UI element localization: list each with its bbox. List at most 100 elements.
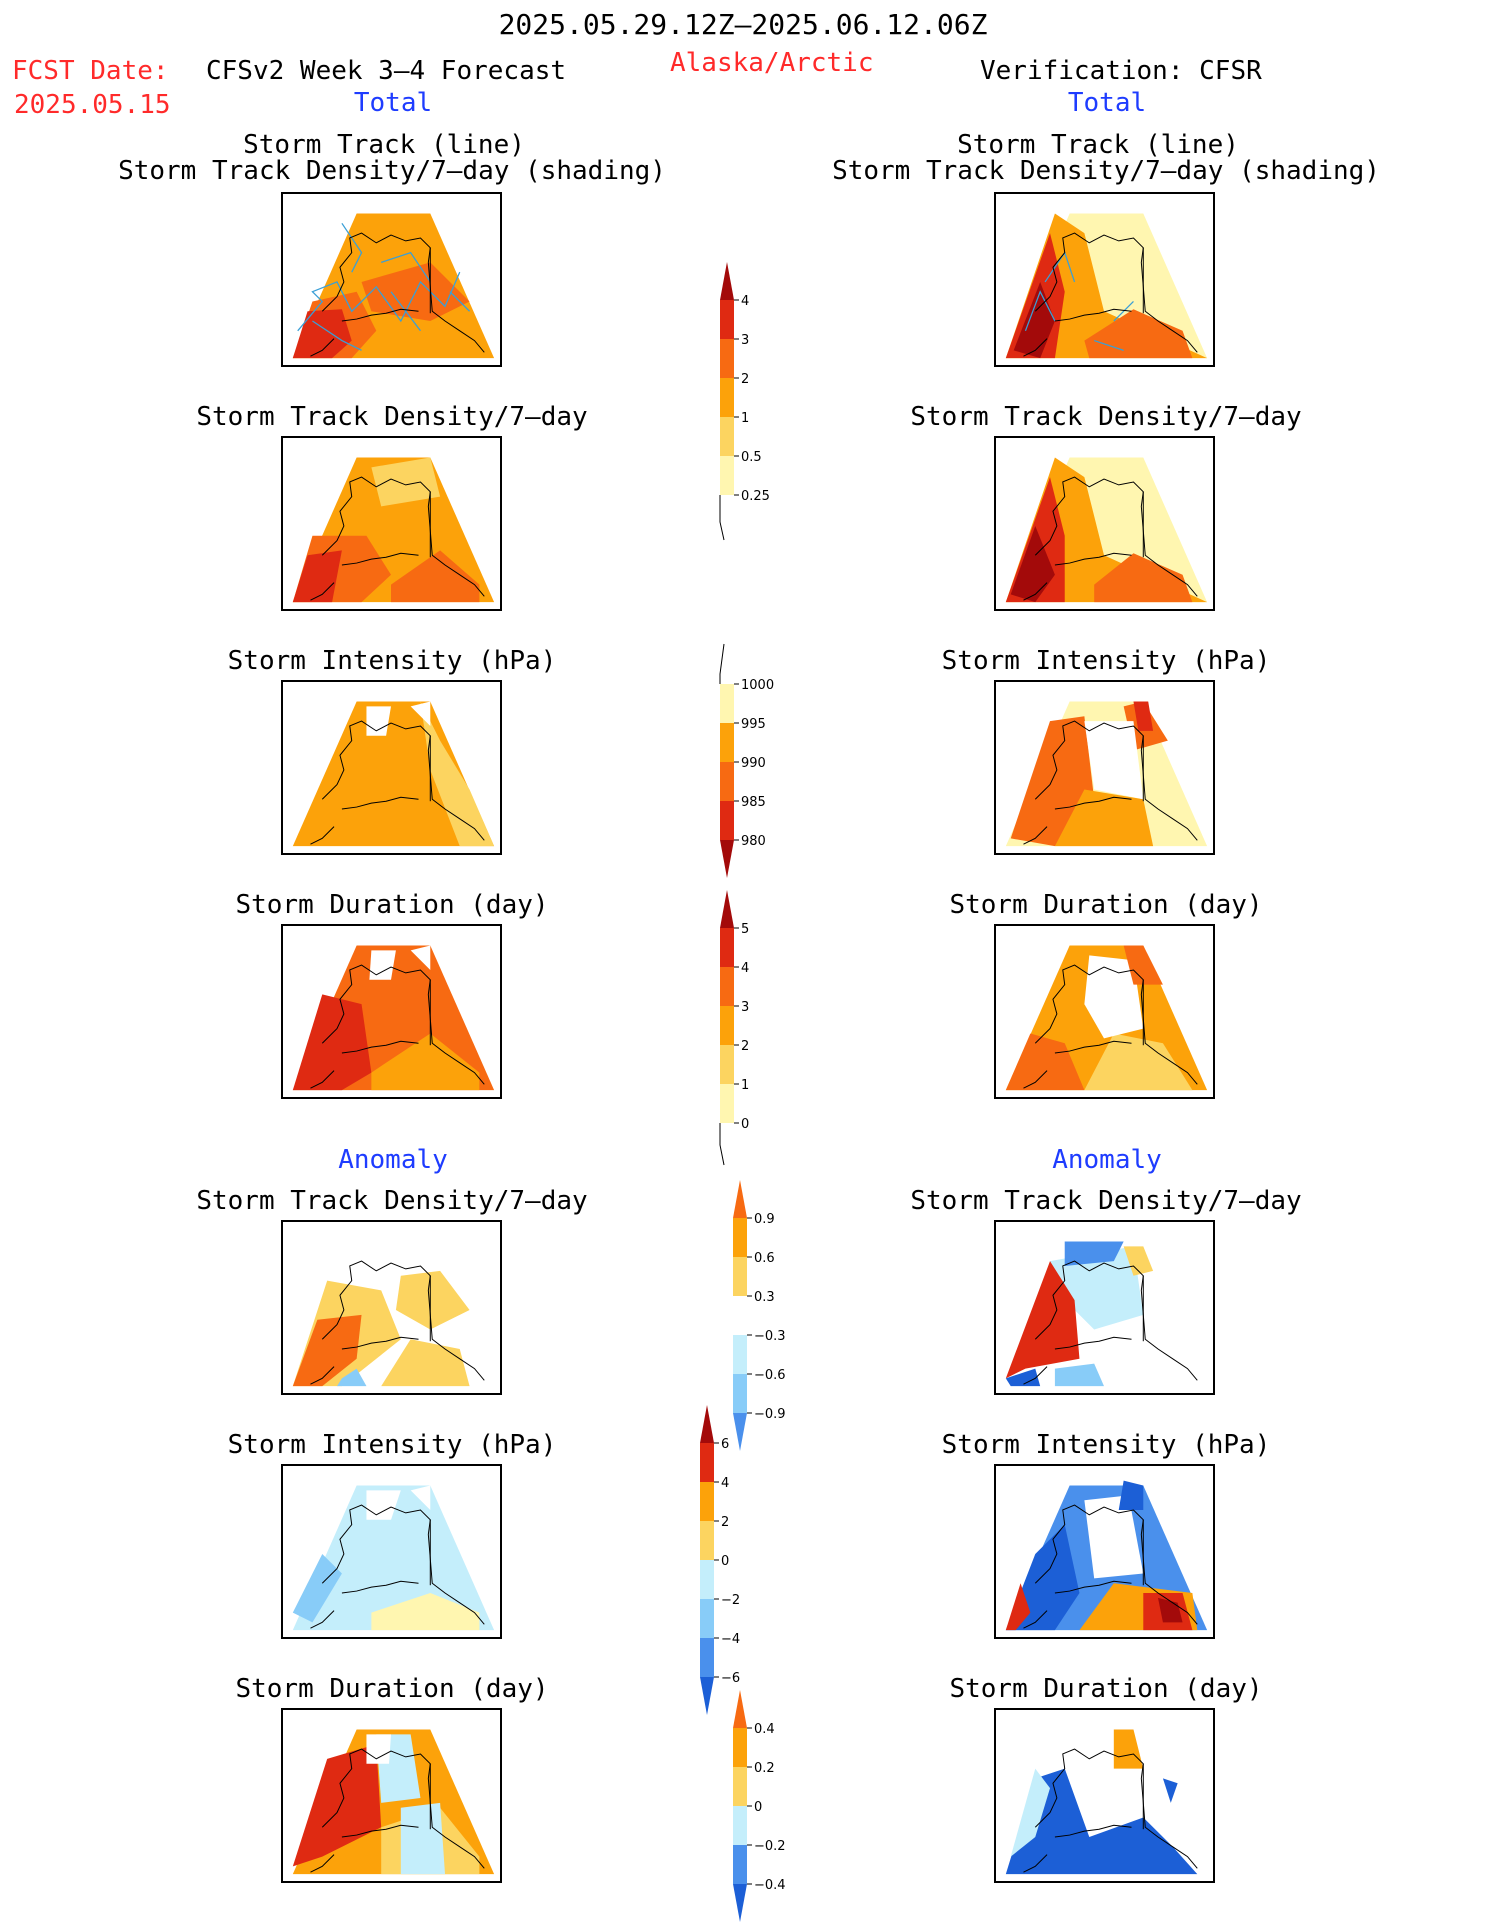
map-shade-region [1133, 701, 1154, 731]
map-left-intensity [281, 680, 502, 855]
map-right-density [994, 436, 1215, 611]
map-shade-region [1162, 1778, 1178, 1803]
map-left-density [281, 436, 502, 611]
map-drawing [292, 1485, 495, 1631]
map-shade-region [1123, 945, 1163, 985]
cbar-anom-duration-tick: 0.4 [754, 1722, 775, 1737]
left-total-label: Total [353, 88, 433, 118]
cbar-anom-density-tick: −0.9 [754, 1407, 786, 1422]
map-right-anom-density [994, 1220, 1215, 1395]
region-title: Alaska/Arctic [670, 48, 874, 78]
map-right-track [994, 192, 1215, 367]
cbar-density-tick: 1 [741, 411, 749, 426]
cbar-density-tick: 2 [741, 372, 749, 387]
cbar-duration-tick: 2 [741, 1039, 749, 1054]
right-duration-title: Storm Duration (day) [949, 890, 1263, 920]
left-track-line-title: Storm Track (line) [243, 130, 525, 160]
map-shade-region [292, 701, 495, 847]
cbar-anom-density-tick: −0.6 [754, 1368, 786, 1383]
model-title: CFSv2 Week 3–4 Forecast [206, 56, 567, 86]
map-shade-region [1118, 1480, 1144, 1510]
map-shade-region [292, 309, 352, 359]
map-shade-region [292, 994, 372, 1091]
map-shade-region [410, 701, 431, 726]
map-drawing [1005, 1480, 1208, 1631]
map-shade-region [1084, 721, 1144, 800]
cbar-density-tick: 0.25 [741, 489, 770, 504]
map-shade-region [366, 1490, 401, 1520]
map-shade-region [395, 1270, 470, 1330]
map-drawing [292, 701, 495, 847]
map-shade-region [410, 1485, 431, 1510]
map-drawing [1005, 945, 1208, 1091]
map-shade-region [1005, 1033, 1085, 1091]
map-drawing [292, 457, 495, 603]
cbar-anom-density-tick: 0.9 [754, 1212, 775, 1227]
fcst-date-value: 2025.05.15 [14, 90, 171, 120]
map-shade-region [1084, 955, 1144, 1039]
coastline [1023, 964, 1198, 1089]
cbar-density-tick: 4 [741, 294, 749, 309]
map-shade-region [371, 1033, 480, 1091]
cbar-duration-tick: 1 [741, 1078, 749, 1093]
coastline [1023, 232, 1198, 357]
cbar-anom-duration-tick: −0.2 [754, 1839, 786, 1854]
cbar-intensity-tick: 1000 [741, 678, 774, 693]
map-drawing [1005, 457, 1208, 603]
map-shade-region [1064, 1241, 1124, 1266]
cbar-anom-density-tick: −0.3 [754, 1329, 786, 1344]
cbar-anom-intensity-tick: 4 [721, 1476, 729, 1491]
cbar-anom-duration-tick: −0.4 [754, 1878, 786, 1893]
cbar-anom-intensity-tick: −2 [721, 1593, 740, 1608]
colorbar-anom-duration: 0.4 0.2 0 −0.2 −0.4 [728, 1690, 808, 1925]
left-anom-duration-title: Storm Duration (day) [235, 1674, 549, 1704]
cbar-intensity-tick: 980 [741, 834, 766, 849]
map-shade-region [369, 950, 396, 980]
right-track-shading-title: Storm Track Density/7–day (shading) [832, 156, 1380, 186]
map-shade-region [1094, 553, 1193, 603]
coastline [310, 1260, 485, 1385]
colorbar-duration: 5 4 3 2 1 0 [715, 890, 795, 1170]
cbar-anom-density-tick: 0.3 [754, 1290, 775, 1305]
map-drawing [292, 1729, 495, 1875]
cbar-density-tick: 3 [741, 333, 749, 348]
map-shade-region [1005, 1583, 1031, 1631]
colorbar-intensity: 1000 995 990 985 980 [715, 643, 795, 884]
map-shade-region [371, 1593, 480, 1631]
map-shade-region [1005, 1768, 1198, 1875]
map-shade-region [1010, 525, 1055, 603]
cbar-anom-intensity-tick: 2 [721, 1515, 729, 1530]
period-title: 2025.05.29.12Z–2025.06.12.06Z [498, 8, 988, 41]
map-shade-region [1005, 1261, 1080, 1379]
map-shade-region [1054, 789, 1154, 847]
coastline [310, 476, 485, 601]
left-density-title: Storm Track Density/7–day [196, 402, 588, 432]
map-shade-region [1084, 1033, 1193, 1091]
map-drawing [1005, 213, 1208, 359]
cbar-anom-intensity-tick: 6 [721, 1437, 729, 1452]
coastline [310, 232, 485, 357]
map-shade-region [1084, 1495, 1144, 1579]
map-shade-region [292, 550, 342, 603]
left-anomaly-label: Anomaly [338, 1145, 448, 1175]
map-drawing [1005, 701, 1208, 847]
map-shade-region [366, 1734, 392, 1764]
map-shade-region [1123, 1246, 1154, 1276]
coastline [310, 1504, 485, 1629]
cbar-density-tick: 0.5 [741, 450, 762, 465]
right-anomaly-label: Anomaly [1052, 1145, 1162, 1175]
cbar-anom-density-tick: 0.6 [754, 1251, 775, 1266]
map-shade-region [292, 1744, 382, 1867]
left-intensity-title: Storm Intensity (hPa) [227, 646, 557, 676]
right-total-label: Total [1067, 88, 1147, 118]
coastline [310, 964, 485, 1089]
map-drawing [292, 213, 495, 359]
cbar-anom-intensity-tick: −6 [721, 1671, 740, 1686]
map-right-anom-intensity [994, 1464, 1215, 1639]
map-shade-region [410, 945, 431, 970]
map-right-duration [994, 924, 1215, 1099]
map-drawing [1005, 1729, 1208, 1875]
colorbar-anom-intensity: 6 4 2 0 −2 −4 −6 [695, 1405, 775, 1715]
map-drawing [292, 945, 495, 1091]
map-right-intensity [994, 680, 1215, 855]
